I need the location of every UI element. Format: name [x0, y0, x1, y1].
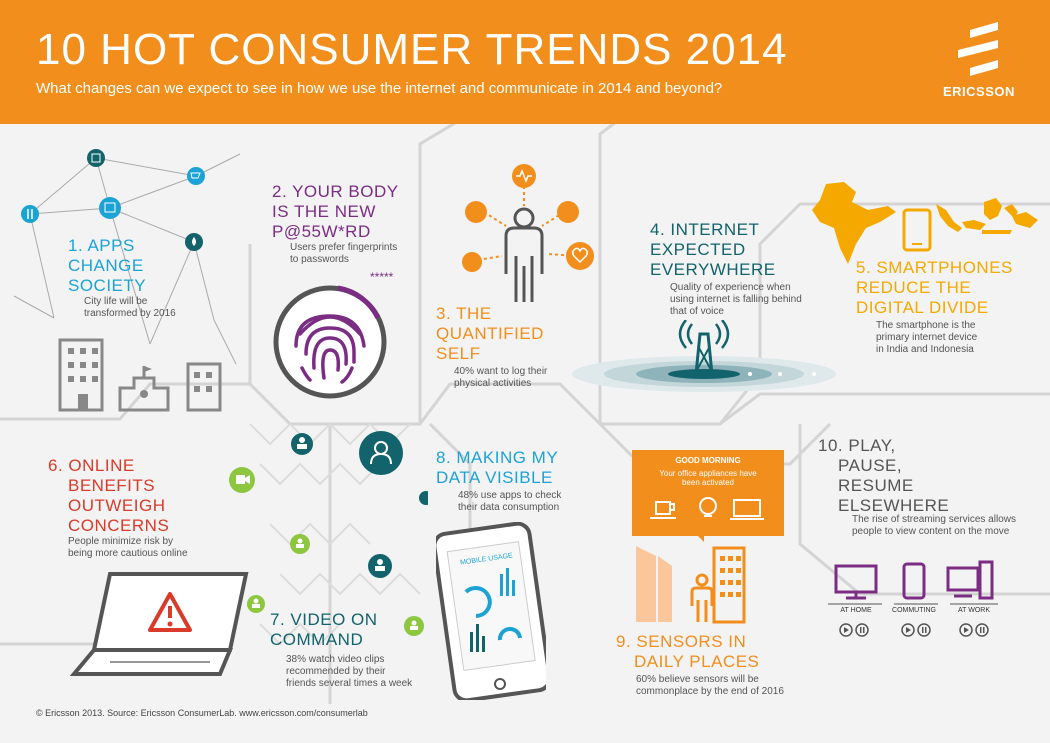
trend-5-text: The smartphone is the primary internet d… [876, 320, 977, 356]
trend-6-text: People minimize risk by being more cauti… [68, 536, 188, 560]
trend-5-title-line: REDUCE THE [856, 278, 972, 297]
apps-network-icons [21, 149, 205, 251]
trend-7-title-line: COMMAND [270, 630, 364, 649]
sensor-notice-box: GOOD MORNING Your office appliances have… [632, 450, 784, 536]
trend-3-text: 40% want to log their physical activitie… [454, 366, 547, 390]
trend-1-text-line: transformed by 2016 [84, 308, 176, 319]
trend-9-title-line: DAILY PLACES [634, 652, 760, 671]
trend-10-title-line: ELSEWHERE [838, 496, 950, 515]
trend-6-title-line: CONCERNS [68, 516, 170, 535]
trend-4-title-line: EVERYWHERE [650, 260, 776, 279]
trend-5-text-line: The smartphone is the [876, 320, 976, 331]
trend-6-title-line: OUTWEIGH [68, 496, 166, 515]
device-label-work: AT WORK [957, 607, 991, 614]
trend-7-text-line: friends several times a week [286, 678, 413, 689]
trend-4-text: Quality of experience when using interne… [670, 282, 802, 318]
trend-6-text-line: People minimize risk by [68, 536, 174, 547]
trend-4-text-line: that of voice [670, 306, 724, 317]
trend-2-title-line: IS THE NEW [272, 202, 376, 221]
trend-2-title-line: 2. YOUR BODY [272, 182, 399, 201]
trend-6-text-line: being more cautious online [68, 548, 188, 559]
trend-3-title: 3. THE QUANTIFIED SELF [436, 304, 544, 364]
trend-7-title-line: 7. VIDEO ON [270, 610, 378, 629]
trend-9-title-line: 9. SENSORS IN [616, 632, 747, 651]
header-banner: 10 HOT CONSUMER TRENDS 2014 What changes… [0, 0, 1050, 124]
trend-5-text-line: in India and Indonesia [876, 344, 974, 355]
device-label-commuting: COMMUTING [892, 607, 936, 614]
trend-8-text: 48% use apps to check their data consump… [458, 490, 561, 514]
trend-5-title-line: DIGITAL DIVIDE [856, 298, 989, 317]
trend-1-title-line: SOCIETY [68, 276, 147, 295]
trend-9-title: 9. SENSORS IN DAILY PLACES [616, 632, 759, 672]
trend-2-title: 2. YOUR BODY IS THE NEW P@55W*RD [272, 182, 399, 242]
tablet-data-icon [436, 522, 546, 700]
trend-4-title-line: 4. INTERNET [650, 220, 760, 239]
trend-8-title: 8. MAKING MY DATA VISIBLE [436, 448, 558, 488]
footer-credit: © Ericsson 2013. Source: Ericsson Consum… [36, 708, 368, 718]
trend-8-text-line: 48% use apps to check [458, 490, 562, 501]
streaming-devices-icons [828, 560, 998, 637]
ericsson-logo-icon [958, 22, 998, 76]
trend-7-text-line: 38% watch video clips [286, 654, 385, 665]
trend-6-title-line: 6. ONLINE [48, 456, 135, 475]
appliances-icons [650, 497, 764, 520]
laptop-warning-icon [70, 572, 249, 676]
trend-2-text-line: Users prefer fingerprints [290, 242, 398, 253]
trend-10-text-line: The rise of streaming services allows [852, 514, 1016, 525]
trend-7-title: 7. VIDEO ON COMMAND [270, 610, 378, 650]
trend-9-text: 60% believe sensors will be commonplace … [636, 674, 784, 698]
video-network-icons [229, 433, 428, 636]
trend-8-text-line: their data consumption [458, 502, 560, 513]
cell-tower-icon [572, 320, 836, 392]
notice-text-line: been activated [681, 478, 735, 487]
trend-2-text: Users prefer fingerprints to passwords [290, 242, 397, 266]
trend-1-text: City life will be transformed by 2016 [84, 296, 176, 320]
device-label-home: AT HOME [840, 607, 872, 614]
trend-1-text-line: City life will be [84, 296, 148, 307]
trend-2-text-line: to passwords [290, 254, 349, 265]
trend-3-text-line: physical activities [454, 378, 532, 389]
trend-3-title-line: QUANTIFIED [436, 324, 544, 343]
sensor-buildings-icon [636, 536, 746, 624]
trend-5-title: 5. SMARTPHONES REDUCE THE DIGITAL DIVIDE [856, 258, 1013, 318]
notice-text-line: Your office appliances have [659, 469, 757, 478]
password-stars: ***** [370, 270, 394, 284]
trend-3-title-line: SELF [436, 344, 481, 363]
trend-10-title-line: PAUSE, [838, 456, 903, 475]
trend-10-title-line: 10. PLAY, [818, 436, 896, 455]
trend-2-title-line: P@55W*RD [272, 222, 371, 241]
page-subtitle: What changes can we expect to see in how… [36, 80, 723, 97]
trend-10-text: The rise of streaming services allows pe… [852, 514, 1016, 538]
trend-6-title: 6. ONLINE BENEFITS OUTWEIGH CONCERNS [48, 456, 169, 536]
city-buildings-icon [58, 338, 222, 412]
trend-1-title-line: CHANGE [68, 256, 144, 275]
trend-1-title-line: 1. APPS [68, 236, 135, 255]
trend-1-title: 1. APPS CHANGE SOCIETY [68, 236, 146, 296]
trend-5-text-line: primary internet device [876, 332, 978, 343]
trend-4-title: 4. INTERNET EXPECTED EVERYWHERE [650, 220, 776, 280]
notice-title: GOOD MORNING [675, 456, 741, 465]
page-title: 10 HOT CONSUMER TRENDS 2014 [36, 25, 788, 74]
trend-4-text-line: Quality of experience when [670, 282, 791, 293]
user-profile-icon [359, 431, 403, 475]
trend-10-title: 10. PLAY, PAUSE, RESUME ELSEWHERE [818, 436, 949, 516]
trend-10-text-line: people to view content on the move [852, 526, 1010, 537]
trend-8-title-line: 8. MAKING MY [436, 448, 559, 467]
trend-4-text-line: using internet is falling behind [670, 294, 802, 305]
trend-3-text-line: 40% want to log their [454, 366, 548, 377]
trend-9-text-line: commonplace by the end of 2016 [636, 686, 784, 697]
trend-10-title-line: RESUME [838, 476, 914, 495]
trend-8-title-line: DATA VISIBLE [436, 468, 553, 487]
trend-9-text-line: 60% believe sensors will be [636, 674, 759, 685]
trend-5-title-line: 5. SMARTPHONES [856, 258, 1013, 277]
trend-6-title-line: BENEFITS [68, 476, 156, 495]
india-indonesia-map-icon [812, 182, 1038, 264]
trend-3-title-line: 3. THE [436, 304, 492, 323]
trend-7-text: 38% watch video clips recommended by the… [286, 654, 412, 690]
fingerprint-icon [273, 285, 387, 399]
quantified-self-icon [462, 164, 594, 302]
trend-7-text-line: recommended by their [286, 666, 386, 677]
logo-text: ERICSSON [943, 84, 1015, 99]
trend-4-title-line: EXPECTED [650, 240, 746, 259]
